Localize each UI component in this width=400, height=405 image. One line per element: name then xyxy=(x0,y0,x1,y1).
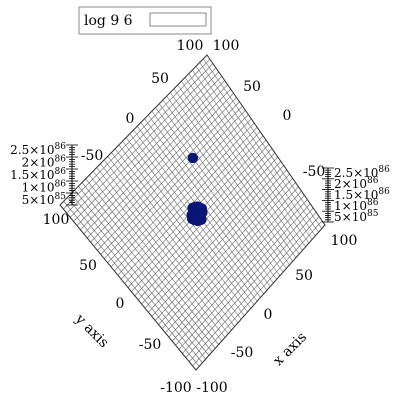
z-tick-label: 2.5×1086 xyxy=(10,142,66,157)
z-tick-label: 2×1086 xyxy=(22,155,67,170)
y-tick-label: 50 xyxy=(79,258,97,274)
y-tick-label: 50 xyxy=(151,71,169,87)
grid-line xyxy=(73,71,220,222)
data-point xyxy=(187,152,199,164)
grid-line xyxy=(107,114,249,263)
grid-line xyxy=(100,105,243,255)
x-tick-label: 50 xyxy=(243,79,261,95)
z-axes: 2.5×10862×10861.5×10861×10865×10852.5×10… xyxy=(10,142,390,224)
x-tick-label: -50 xyxy=(303,164,326,180)
grid-line xyxy=(117,127,258,276)
z-tick-label: 1.5×1086 xyxy=(334,187,390,202)
legend: log 9 6 xyxy=(78,6,212,35)
grid-line xyxy=(110,118,252,268)
grid-line xyxy=(103,110,246,259)
legend-swatch xyxy=(149,12,207,27)
surface-grid xyxy=(59,54,326,371)
grid-line xyxy=(188,73,310,244)
grid-line xyxy=(203,58,323,229)
z-tick-label: 2×1086 xyxy=(334,176,379,191)
z-tick-label: 1×1086 xyxy=(22,180,67,195)
grid-line xyxy=(83,84,228,235)
x-tick-label: 0 xyxy=(283,108,292,124)
grid-line xyxy=(173,88,297,258)
grid-line xyxy=(147,114,274,284)
grid-line xyxy=(93,97,237,247)
x-axis-label: x axis xyxy=(270,329,310,369)
grid-line xyxy=(192,69,313,240)
grid-line xyxy=(86,88,231,239)
y-tick-label: 100 xyxy=(43,212,70,228)
z-tick-label: 1×1086 xyxy=(334,198,379,213)
y-axis-label: y axis xyxy=(71,311,111,351)
data-point xyxy=(192,215,203,227)
grid-line xyxy=(170,92,293,262)
grid-line xyxy=(155,107,281,276)
grid-line xyxy=(177,84,300,255)
grid-line xyxy=(97,101,240,251)
y-tick-label: -100 xyxy=(160,380,191,396)
x-tick-label: -100 xyxy=(196,380,227,396)
grid-line xyxy=(151,111,277,280)
y-tick-label: 0 xyxy=(126,111,135,127)
grid-line xyxy=(114,122,255,272)
data-point xyxy=(192,201,204,212)
grid-line xyxy=(80,80,225,230)
surface-border xyxy=(59,54,326,371)
x-tick-label: -50 xyxy=(231,345,254,361)
legend-label: log 9 6 xyxy=(84,13,133,29)
y-tick-label: 0 xyxy=(116,296,125,312)
grid-line xyxy=(195,66,316,237)
grid-line xyxy=(181,81,303,251)
z-tick-label: 2.5×1086 xyxy=(334,165,390,180)
data-points xyxy=(186,152,208,227)
z-tick-label: 1.5×1086 xyxy=(10,167,66,182)
grid-line xyxy=(76,76,222,226)
y-tick-label: -50 xyxy=(81,148,104,164)
grid-line xyxy=(66,63,214,214)
grid-line xyxy=(158,103,284,273)
grid-line xyxy=(199,62,319,233)
grid-line xyxy=(162,99,287,269)
x-tick-label: 100 xyxy=(331,233,358,249)
grid-line xyxy=(184,77,306,247)
grid-line xyxy=(90,93,234,243)
surface-outline xyxy=(59,54,326,371)
grid-line xyxy=(166,96,290,266)
grid-line xyxy=(144,118,271,287)
z-tick-label: 5×1085 xyxy=(22,192,67,207)
y-tick-label: -50 xyxy=(139,337,162,353)
z-tick-label: 5×1085 xyxy=(334,209,379,224)
x-tick-label: 50 xyxy=(295,268,313,284)
x-tick-label: 0 xyxy=(264,307,273,323)
grid-line xyxy=(69,67,217,218)
grid-line xyxy=(63,59,211,210)
axis-ticks: 100 50 0 -50 100 100 50 0 -50 100 50 0 -50 -100 50 0 -50… xyxy=(43,38,358,396)
y-tick-label: 100 xyxy=(177,38,204,54)
x-tick-label: 100 xyxy=(213,38,240,54)
